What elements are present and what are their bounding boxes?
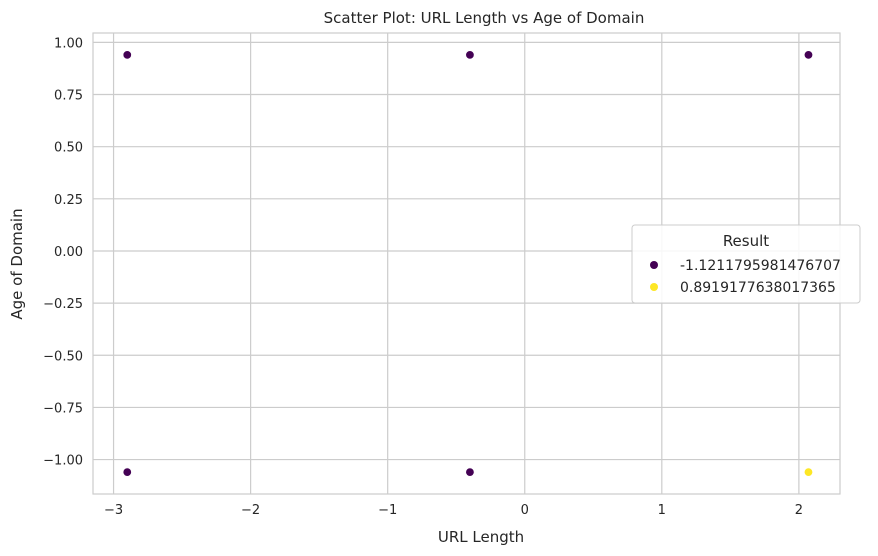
x-axis-title: URL Length [438,528,524,546]
data-point-series-1 [803,50,813,60]
legend-label-series-1: -1.1211795981476707 [680,258,841,274]
chart-title: Scatter Plot: URL Length vs Age of Domai… [324,9,645,27]
x-tick-label: 2 [795,503,803,518]
x-tick-label: 0 [521,503,529,518]
y-tick-label: 0.50 [54,141,83,156]
legend-label-series-2: 0.8919177638017365 [680,280,836,296]
y-axis-title: Age of Domain [8,208,26,319]
x-tick-label: −2 [241,503,260,518]
data-point-series-1 [122,467,132,477]
data-points [122,50,813,477]
legend-box [631,224,861,304]
x-tick-labels: −3 −2 −1 0 1 2 [104,503,803,518]
legend-marker-series-2 [650,283,658,291]
legend-title: Result [723,232,769,250]
y-tick-label: −0.25 [43,297,83,312]
legend-marker-series-1 [650,261,658,269]
y-tick-label: 0.75 [54,89,83,104]
y-tick-label: 0.00 [54,245,83,260]
y-tick-label: 1.00 [54,36,83,51]
data-point-series-2 [803,467,813,477]
x-tick-label: 1 [658,503,666,518]
data-point-series-1 [465,50,475,60]
data-point-series-1 [465,467,475,477]
data-point-series-1 [122,50,132,60]
y-tick-label: −0.50 [43,349,83,364]
legend: Result -1.1211795981476707 0.89191776380… [631,224,861,304]
y-tick-labels: 1.00 0.75 0.50 0.25 0.00 −0.25 −0.50 −0.75 −1.00 [43,36,83,468]
y-tick-label: −1.00 [43,454,83,469]
x-tick-label: −3 [104,503,123,518]
y-tick-label: 0.25 [54,193,83,208]
x-tick-label: −1 [378,503,397,518]
y-tick-label: −0.75 [43,401,83,416]
